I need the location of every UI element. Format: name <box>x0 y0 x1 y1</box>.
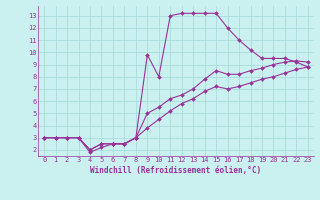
X-axis label: Windchill (Refroidissement éolien,°C): Windchill (Refroidissement éolien,°C) <box>91 166 261 175</box>
